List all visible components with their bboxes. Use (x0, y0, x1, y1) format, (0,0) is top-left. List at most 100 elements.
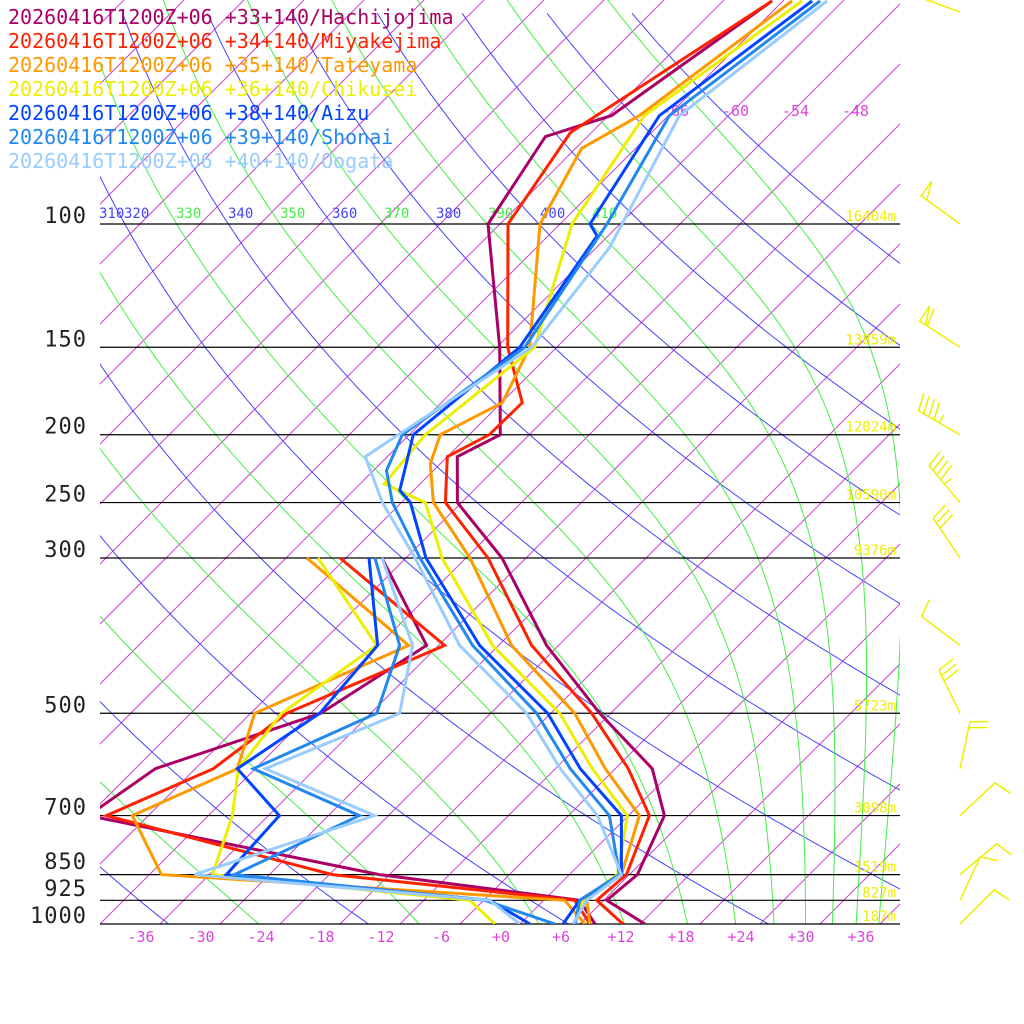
wind-barb-full (917, 392, 925, 411)
dry-adiabat-lines (100, 12, 900, 924)
x-tick-label: +24 (727, 928, 754, 946)
wind-barb-full (941, 663, 957, 677)
dry-adiabat-line (631, 12, 900, 265)
isotherm-line (699, 723, 900, 924)
theta-label: 320 (124, 206, 149, 222)
wind-barb-staff (921, 615, 961, 647)
height-label: 187m (862, 909, 896, 925)
wind-barb-staff (959, 721, 971, 769)
dry-adiabat-line (100, 175, 900, 890)
wind-barb-staff (920, 195, 961, 225)
x-tick-label: +6 (552, 928, 570, 946)
dry-adiabat-line (461, 13, 900, 430)
height-label: 16404m (845, 209, 896, 225)
dry-adiabat-line (100, 866, 169, 924)
wind-barb-full (994, 782, 1011, 794)
isotherm-line (100, 0, 605, 505)
x-tick-label: +30 (787, 928, 814, 946)
isotherm-lines (100, 0, 900, 924)
wind-barb (959, 720, 989, 769)
dewpoint-line-3 (130, 556, 587, 924)
theta-labels: 310 320 330 340 350 360 370 380 390 400 410 (99, 206, 617, 222)
temperature-line-6 (384, 0, 822, 924)
isotherm-line (100, 0, 665, 565)
x-tick-label: +36 (847, 928, 874, 946)
wind-barb-full (922, 395, 930, 414)
wind-barb-full (928, 450, 941, 467)
isotherm-line (100, 0, 365, 265)
x-tick-label: -18 (307, 928, 334, 946)
dewpoint-line-2 (101, 556, 592, 924)
moist-adiabat-line (607, 0, 900, 924)
wind-barb (959, 889, 1010, 925)
legend-entry: 20260416T1200Z+06 +33+140/Hachijojima (8, 5, 454, 29)
wind-barb (918, 305, 961, 348)
pressure-label: 300 (44, 538, 87, 563)
dewpoint-line-5 (223, 557, 531, 924)
wind-barb (917, 392, 961, 436)
theta-label: 370 (384, 206, 409, 222)
wind-barb-flag (918, 305, 931, 327)
temperature-line-2 (443, 0, 773, 924)
wind-barb (959, 782, 1011, 817)
wind-barb-full (932, 504, 947, 519)
isotherm-line (219, 243, 900, 924)
wind-barb-full (928, 398, 936, 417)
height-label: 1519m (854, 860, 896, 876)
isotherm-line (519, 543, 900, 924)
wind-barb-full (926, 308, 935, 327)
isotherm-line (279, 303, 900, 924)
wind-barb-full (935, 509, 950, 524)
legend-entry: 20260416T1200Z+06 +34+140/Miyakejima (8, 29, 441, 53)
wind-barb (924, 0, 961, 13)
wind-barb (920, 599, 961, 647)
pressure-label: 250 (44, 483, 87, 508)
legend-entry: 20260416T1200Z+06 +39+140/Shonai (8, 125, 393, 149)
x-tick-label: -30 (187, 928, 214, 946)
dewpoint-line-1 (100, 557, 597, 924)
temperature-line-5 (398, 0, 814, 924)
height-labels: 16404m 13859m 12024m 10590m 9376m 5723m 3098m 1… (845, 209, 896, 925)
isotherm-label: -54 (782, 102, 809, 120)
legend-entry: 20260416T1200Z+06 +35+140/Tateyama (8, 53, 417, 77)
wind-barb-full (939, 514, 954, 529)
height-label: 827m (862, 885, 896, 901)
pressure-label: 100 (44, 204, 87, 229)
dry-adiabat-line (100, 700, 369, 924)
height-label: 13859m (845, 332, 896, 348)
legend-entry: 20260416T1200Z+06 +40+140/Oogata (8, 149, 393, 173)
wind-barb-staff (959, 782, 996, 817)
isotherm-label: -48 (842, 102, 869, 120)
pressure-label: 1000 (30, 904, 87, 929)
isotherm-line (100, 0, 485, 385)
height-label: 12024m (845, 420, 896, 436)
isotherm-line (579, 603, 900, 924)
x-tick-label: -36 (127, 928, 154, 946)
theta-label: 390 (488, 206, 513, 222)
top-isotherm-labels: -66 -60 -54 -48 (662, 102, 869, 120)
wind-barb-full (936, 459, 949, 476)
wind-barb-staff (959, 856, 981, 901)
wind-barb (920, 180, 961, 225)
dry-adiabat-line (291, 13, 900, 605)
temperature-line-7 (363, 0, 829, 924)
wind-barb-full (980, 856, 999, 862)
theta-label: 350 (280, 206, 305, 222)
wind-barb-full (933, 401, 941, 420)
isotherm-line (399, 423, 900, 924)
x-tick-labels: -36 -30 -24 -18 -12 -6 +0 +6 +12 +18 +24 +30 +36 (127, 928, 874, 946)
wind-barb (932, 504, 961, 559)
isotherm-line (100, 0, 425, 325)
sounding-profiles (100, 0, 829, 924)
wind-barbs (917, 0, 1012, 925)
height-label: 5723m (854, 698, 896, 714)
isotherm-line (100, 63, 900, 865)
isotherm-line (339, 363, 900, 924)
legend: 20260416T1200Z+06 +33+140/Hachijojima202… (8, 5, 454, 173)
pressure-label: 500 (44, 693, 87, 718)
x-tick-label: -12 (367, 928, 394, 946)
pressure-label: 850 (44, 850, 87, 875)
x-tick-label: -24 (247, 928, 274, 946)
